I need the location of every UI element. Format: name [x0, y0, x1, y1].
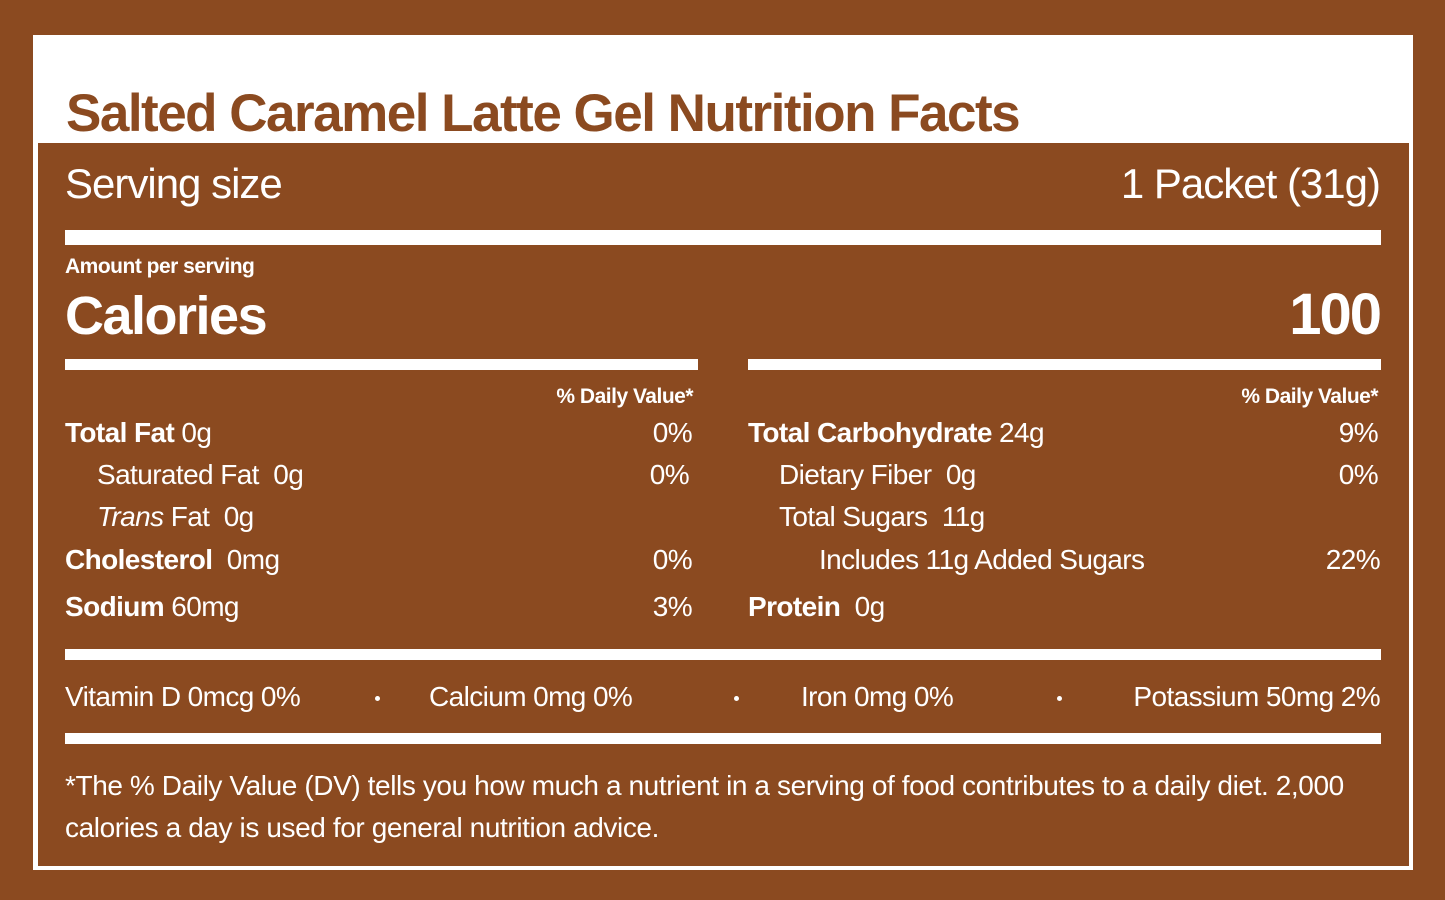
bullet-icon — [375, 696, 380, 701]
label-title: Salted Caramel Latte Gel Nutrition Facts — [66, 84, 1021, 143]
calories-label: Calories — [65, 286, 268, 346]
calories-value: 100 — [1289, 282, 1382, 347]
calcium: Calcium 0mg 0% — [429, 681, 633, 712]
nutrition-facts-label: Salted Caramel Latte Gel Nutrition Facts… — [33, 35, 1413, 870]
vitamins-divider-top — [65, 649, 1381, 660]
dv-cholesterol: 0% — [652, 544, 693, 575]
nutrient-row-added-sugars: Includes 11g Added Sugars — [819, 544, 1145, 575]
thick-divider — [65, 230, 1381, 245]
amount-per-serving: Amount per serving — [65, 255, 255, 278]
left-column-divider — [65, 359, 698, 370]
dv-dietary-fiber: 0% — [1338, 459, 1379, 490]
potassium: Potassium 50mg 2% — [1133, 681, 1380, 712]
nutrient-row-total-carbohydrate: Total Carbohydrate 24g — [748, 417, 1045, 448]
nutrient-row-saturated-fat: Saturated Fat 0g — [97, 459, 304, 490]
nutrient-row-cholesterol: Cholesterol 0mg — [65, 544, 280, 575]
nutrient-row-total-sugars: Total Sugars 11g — [779, 501, 985, 532]
serving-size-value: 1 Packet (31g) — [1120, 160, 1381, 207]
bullet-icon — [734, 696, 739, 701]
dv-total-fat: 0% — [652, 417, 693, 448]
daily-value-footnote: *The % Daily Value (DV) tells you how mu… — [65, 770, 1344, 843]
dv-sodium: 3% — [652, 591, 693, 622]
nutrient-row-trans-fat: Trans Fat 0g — [97, 501, 254, 532]
vitamin-d: Vitamin D 0mcg 0% — [65, 681, 301, 712]
dv-added-sugars: 22% — [1325, 544, 1381, 575]
nutrient-row-sodium: Sodium 60mg — [65, 591, 240, 622]
nutrient-row-dietary-fiber: Dietary Fiber 0g — [779, 459, 976, 490]
footnote-divider — [65, 733, 1381, 744]
nutrition-panel: Serving size 1 Packet (31g) Amount per s… — [38, 143, 1409, 866]
dv-saturated-fat: 0% — [649, 459, 690, 490]
iron: Iron 0mg 0% — [801, 681, 954, 712]
right-column-divider — [748, 359, 1381, 370]
dv-total-carbohydrate: 9% — [1338, 417, 1379, 448]
serving-size-label: Serving size — [65, 160, 283, 207]
left-daily-value-header: % Daily Value* — [556, 385, 693, 408]
right-daily-value-header: % Daily Value* — [1241, 385, 1378, 408]
bullet-icon — [1057, 696, 1062, 701]
nutrient-row-total-fat: Total Fat 0g — [65, 417, 212, 448]
nutrient-row-protein: Protein 0g — [748, 591, 885, 622]
